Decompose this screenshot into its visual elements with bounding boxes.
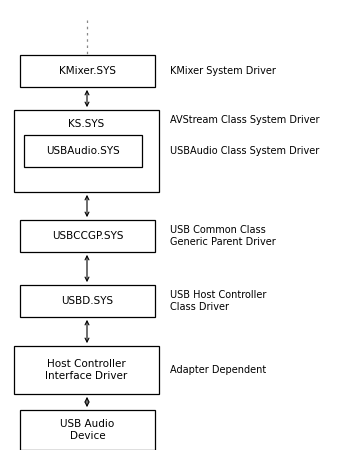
Bar (14, 346, 159, 394)
Text: USBAudio.SYS: USBAudio.SYS (46, 146, 120, 156)
Text: Host Controller
Interface Driver: Host Controller Interface Driver (46, 359, 128, 381)
Text: USB Audio
Device: USB Audio Device (60, 419, 115, 441)
Bar (14, 110, 159, 192)
Text: USBD.SYS: USBD.SYS (61, 296, 114, 306)
Bar (20, 410, 155, 450)
Text: USBCCGP.SYS: USBCCGP.SYS (52, 231, 123, 241)
Bar (20, 55, 155, 87)
Text: AVStream Class System Driver: AVStream Class System Driver (170, 115, 319, 125)
Text: USB Host Controller
Class Driver: USB Host Controller Class Driver (170, 290, 267, 312)
Bar (20, 220, 155, 252)
Bar (24, 135, 142, 167)
Text: KS.SYS: KS.SYS (68, 119, 104, 129)
Text: KMixer System Driver: KMixer System Driver (170, 66, 276, 76)
Text: KMixer.SYS: KMixer.SYS (59, 66, 116, 76)
Text: USBAudio Class System Driver: USBAudio Class System Driver (170, 146, 319, 156)
Text: Adapter Dependent: Adapter Dependent (170, 365, 266, 375)
Bar (20, 285, 155, 317)
Text: USB Common Class
Generic Parent Driver: USB Common Class Generic Parent Driver (170, 225, 276, 247)
